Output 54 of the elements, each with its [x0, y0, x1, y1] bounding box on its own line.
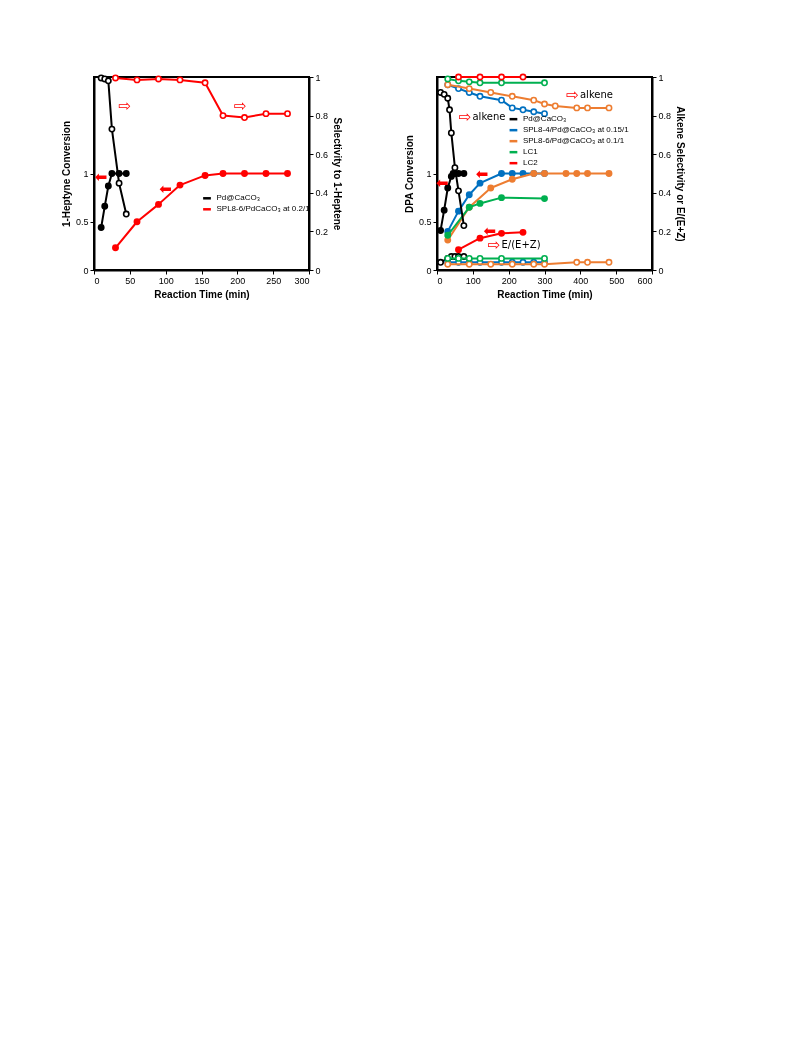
legend-label: Pd@CaCO₃ — [522, 114, 567, 124]
x-tick-label: 150 — [194, 275, 210, 286]
x-tick-label: 600 — [637, 275, 653, 286]
legend-label: LC2 — [522, 158, 539, 168]
x-tick-label: 400 — [573, 275, 589, 286]
annotation: ⬅ — [159, 179, 172, 198]
x-tick-label: 500 — [609, 275, 625, 286]
y2-tick-label: 0 — [658, 265, 664, 276]
x-tick-label: 200 — [230, 275, 246, 286]
y2-tick-label: 0.2 — [315, 226, 329, 237]
x-tick-label: 250 — [266, 275, 282, 286]
annotation: ⬅ — [94, 168, 108, 187]
annotation: alkene — [579, 89, 613, 101]
x-tick-label: 0 — [437, 275, 443, 286]
y-axis-title: 1-Heptyne Conversion — [60, 120, 72, 228]
legend-label: LC1 — [522, 147, 539, 157]
x-tick-label: 0 — [94, 275, 100, 286]
y-tick-label: 0 — [83, 265, 89, 276]
x-tick-label: 300 — [537, 275, 553, 286]
annotation: ⬅ — [475, 164, 489, 183]
annotation: alkene — [472, 110, 506, 122]
y-tick-label: 1 — [426, 169, 432, 179]
x-tick-label: 300 — [294, 275, 310, 286]
x-tick-label: 100 — [465, 275, 481, 286]
y2-tick-label: 0.2 — [658, 226, 672, 237]
y-tick-label: 0.5 — [75, 217, 89, 228]
y-tick-label: 0 — [426, 265, 432, 276]
y-tick-label: 1 — [83, 169, 89, 179]
legend-label: SPL8-4/Pd@CaCO₃ at 0.15/1 — [522, 125, 630, 135]
annotation: ⇨ — [233, 96, 247, 115]
y2-tick-label: 0.6 — [315, 149, 329, 160]
y2-tick-label: 0.4 — [315, 188, 329, 199]
y-tick-label: 0.5 — [418, 217, 432, 228]
y2-tick-label: 0.4 — [658, 188, 672, 199]
legend-label: Pd@CaCO₃ — [216, 193, 260, 203]
y2-tick-label: 0.6 — [658, 149, 672, 160]
y2-axis-title: Selectivity to 1-Heptene — [332, 117, 344, 231]
y2-tick-label: 1 — [658, 72, 664, 83]
annotation: ⇨ — [458, 107, 472, 126]
y2-tick-label: 0 — [315, 265, 321, 276]
annotation: E/(E+Z) — [501, 238, 541, 250]
y2-tick-label: 1 — [315, 72, 321, 83]
y-axis-title: DPA Conversion — [403, 135, 415, 213]
x-axis-title: Reaction Time (min) — [497, 288, 593, 300]
legend-label: SPL8-6/Pd@CaCO₃ at 0.1/1 — [522, 136, 625, 146]
y2-axis-title: Alkene Selectivity or E/(E+Z) — [675, 106, 687, 242]
annotation: ⇨ — [566, 86, 579, 105]
x-axis-title: Reaction Time (min) — [154, 288, 250, 300]
y2-tick-label: 0.8 — [658, 111, 672, 122]
x-tick-label: 100 — [158, 275, 174, 286]
x-tick-label: 200 — [501, 275, 517, 286]
x-tick-label: 50 — [125, 275, 136, 286]
y2-tick-label: 0.8 — [315, 111, 329, 122]
annotation: ⇨ — [118, 96, 132, 115]
